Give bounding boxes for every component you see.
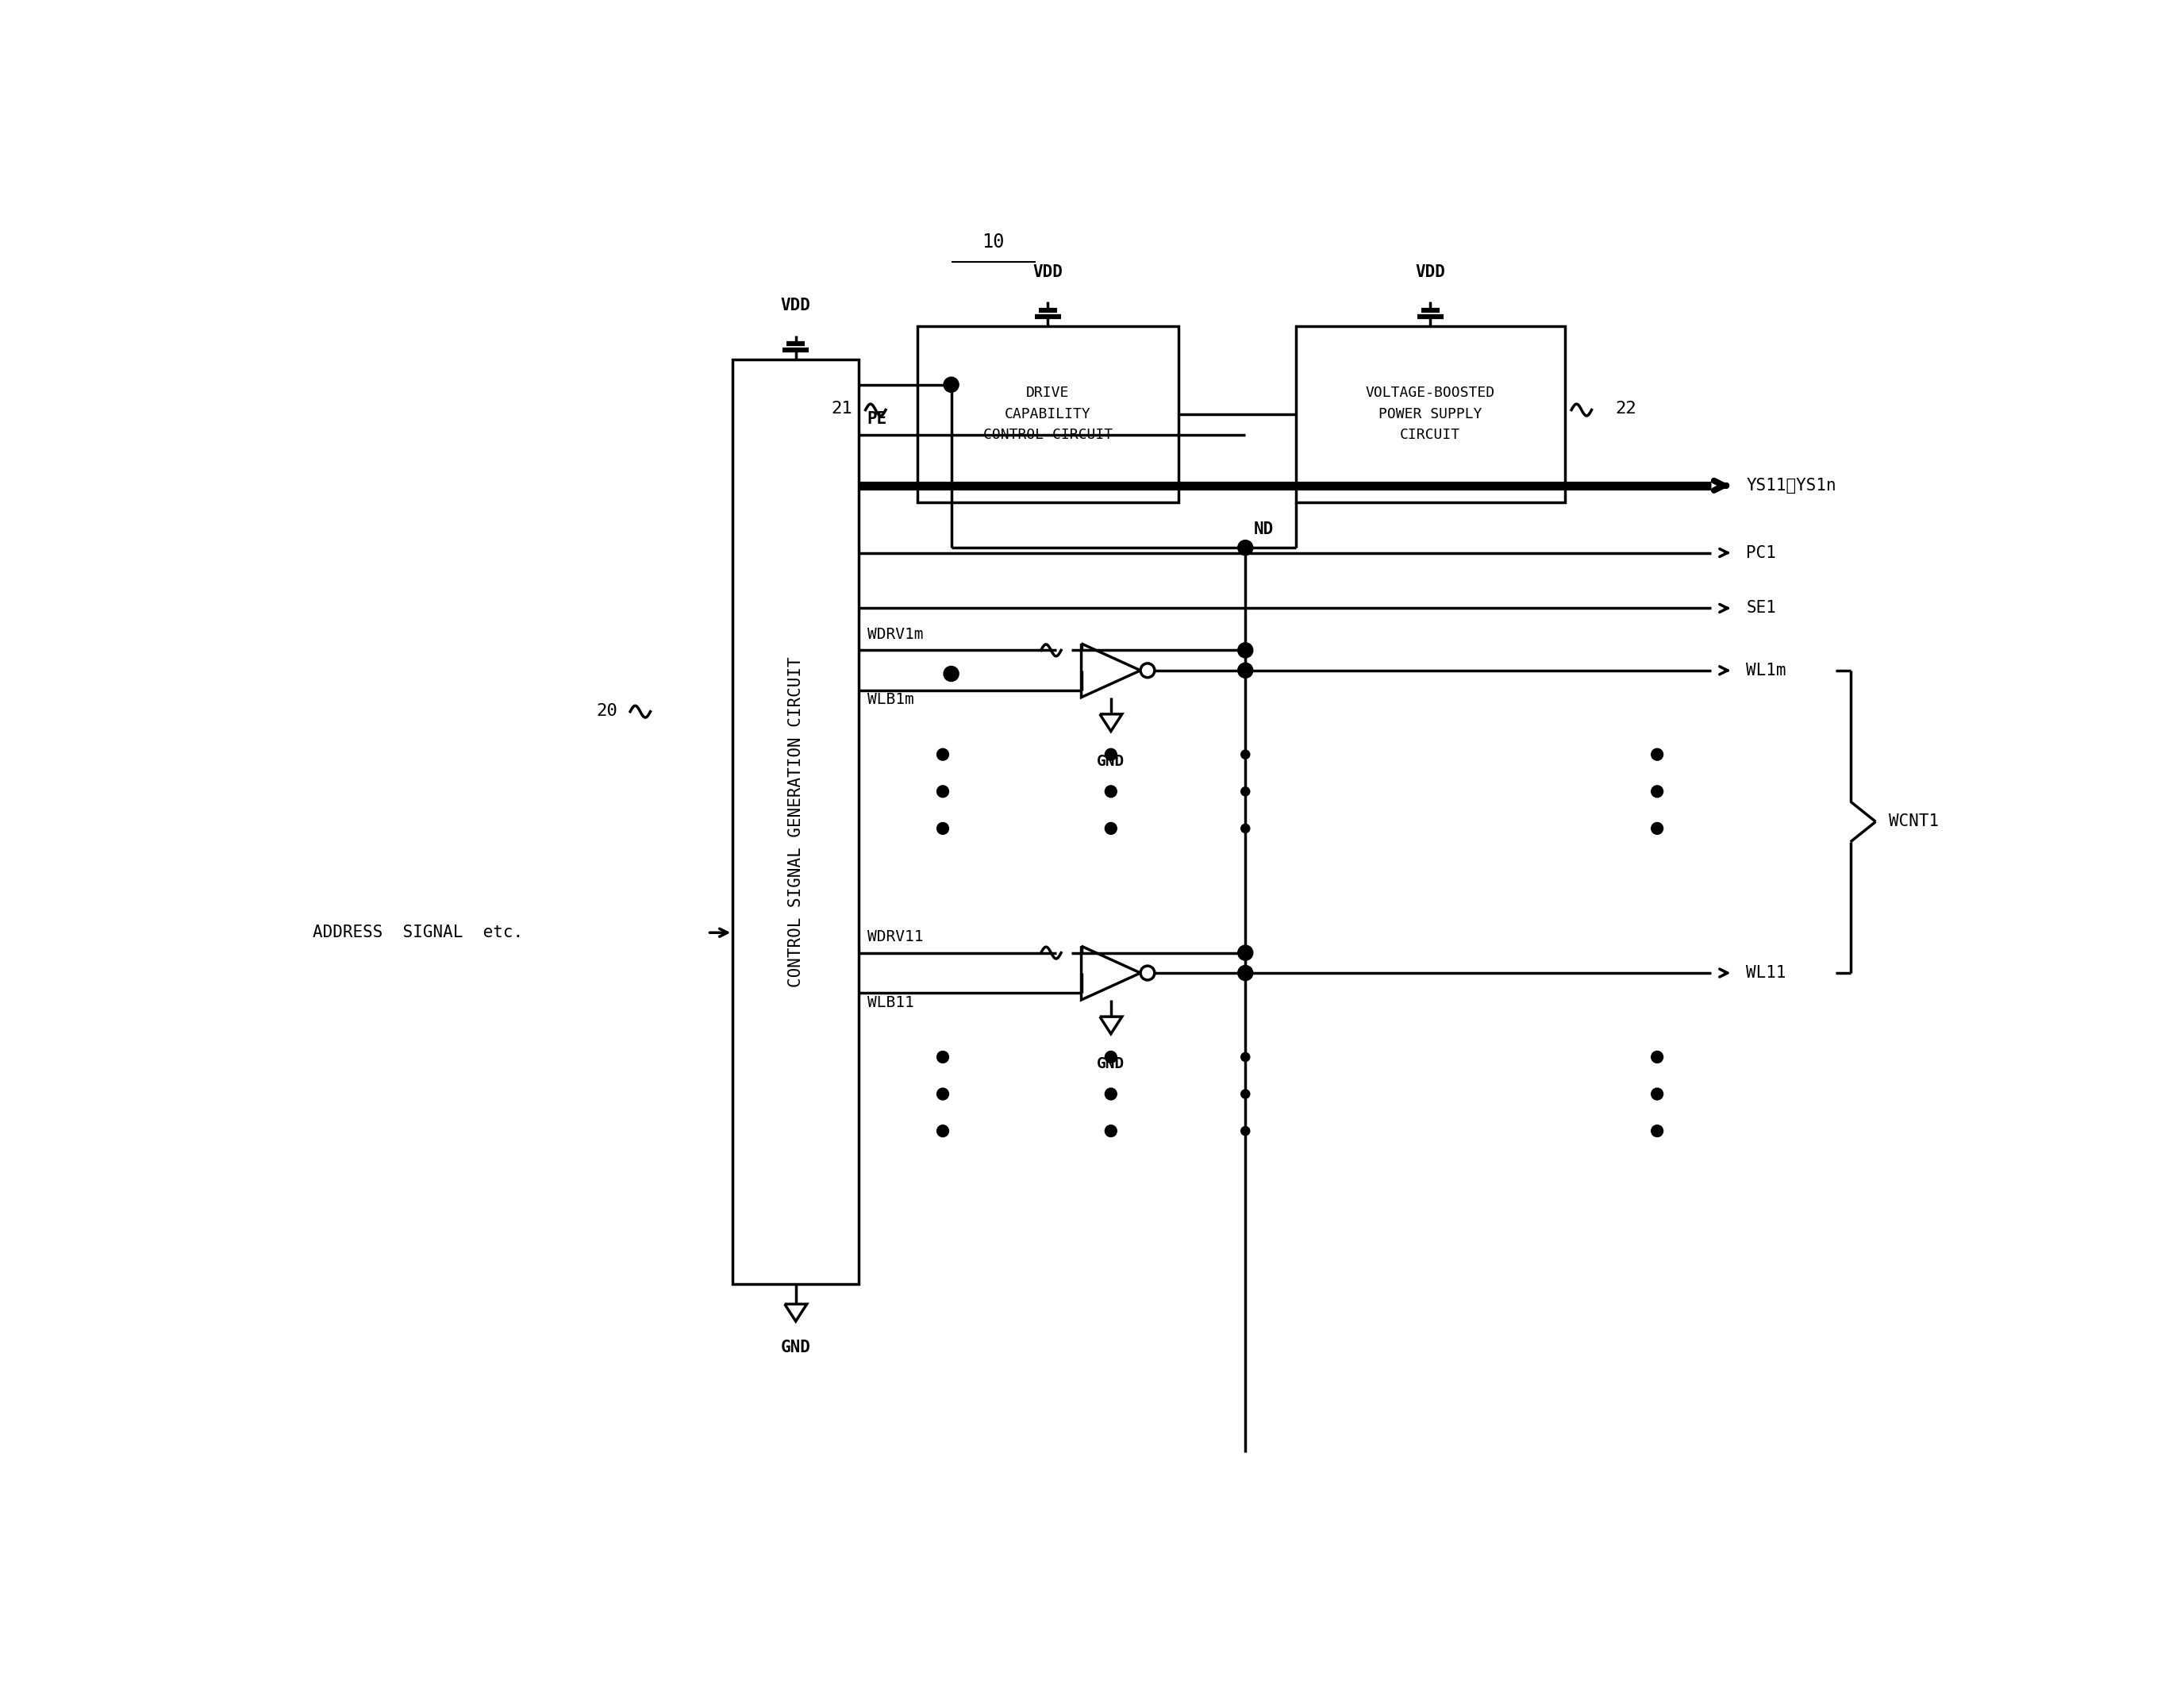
- Circle shape: [1238, 644, 1254, 657]
- Circle shape: [1241, 1053, 1249, 1062]
- Text: WLB11: WLB11: [867, 995, 913, 1011]
- Text: GND: GND: [1096, 754, 1125, 768]
- Circle shape: [1105, 1052, 1116, 1063]
- Circle shape: [1105, 749, 1116, 760]
- Text: 21: 21: [832, 401, 852, 417]
- Text: WL1m: WL1m: [1747, 662, 1787, 678]
- Circle shape: [937, 785, 948, 797]
- Bar: [1295, 326, 1564, 502]
- Circle shape: [1241, 749, 1249, 760]
- Text: VDD: VDD: [1033, 265, 1064, 280]
- Text: WCNT1: WCNT1: [1889, 814, 1939, 830]
- Circle shape: [1651, 1125, 1662, 1137]
- Text: WL11: WL11: [1747, 964, 1787, 982]
- Circle shape: [1105, 823, 1116, 835]
- Circle shape: [1241, 787, 1249, 795]
- Text: PC1: PC1: [1747, 545, 1776, 560]
- Circle shape: [1651, 1052, 1662, 1063]
- Text: ADDRESS  SIGNAL  etc.: ADDRESS SIGNAL etc.: [312, 925, 522, 941]
- Text: ND: ND: [1254, 522, 1273, 538]
- Text: SE1: SE1: [1747, 601, 1776, 616]
- Circle shape: [1105, 1125, 1116, 1137]
- Text: VOLTAGE-BOOSTED
POWER SUPPLY
CIRCUIT: VOLTAGE-BOOSTED POWER SUPPLY CIRCUIT: [1365, 386, 1496, 442]
- Circle shape: [1651, 749, 1662, 760]
- Text: WDRV11: WDRV11: [867, 929, 924, 944]
- Circle shape: [1105, 1087, 1116, 1099]
- Text: GND: GND: [1096, 1057, 1125, 1072]
- Text: YS11～YS1n: YS11～YS1n: [1747, 478, 1837, 493]
- Circle shape: [937, 823, 948, 835]
- Circle shape: [937, 749, 948, 760]
- Text: 22: 22: [1616, 401, 1636, 417]
- Circle shape: [1140, 966, 1155, 980]
- Circle shape: [1241, 1089, 1249, 1098]
- Text: DRIVE
CAPABILITY
CONTROL CIRCUIT: DRIVE CAPABILITY CONTROL CIRCUIT: [983, 386, 1112, 442]
- Text: VDD: VDD: [780, 297, 810, 314]
- Circle shape: [1105, 785, 1116, 797]
- Text: 10: 10: [983, 232, 1005, 251]
- Text: CONTROL SIGNAL GENERATION CIRCUIT: CONTROL SIGNAL GENERATION CIRCUIT: [788, 657, 804, 987]
- Bar: [917, 326, 1177, 502]
- Circle shape: [937, 1125, 948, 1137]
- Circle shape: [1651, 785, 1662, 797]
- Circle shape: [1241, 824, 1249, 833]
- Text: 20: 20: [596, 703, 618, 719]
- Circle shape: [1238, 539, 1254, 555]
- Circle shape: [1241, 1127, 1249, 1135]
- Circle shape: [1238, 966, 1254, 980]
- Circle shape: [1238, 946, 1254, 961]
- Circle shape: [1651, 823, 1662, 835]
- Text: VDD: VDD: [1415, 265, 1446, 280]
- Text: GND: GND: [780, 1340, 810, 1355]
- Circle shape: [1238, 662, 1254, 678]
- Text: WDRV1m: WDRV1m: [867, 626, 924, 642]
- Circle shape: [1140, 664, 1155, 678]
- Circle shape: [943, 377, 959, 393]
- Circle shape: [937, 1052, 948, 1063]
- Text: PE: PE: [867, 411, 887, 427]
- Circle shape: [1651, 1087, 1662, 1099]
- Circle shape: [943, 666, 959, 681]
- Bar: [732, 360, 858, 1284]
- Circle shape: [937, 1087, 948, 1099]
- Text: WLB1m: WLB1m: [867, 693, 913, 707]
